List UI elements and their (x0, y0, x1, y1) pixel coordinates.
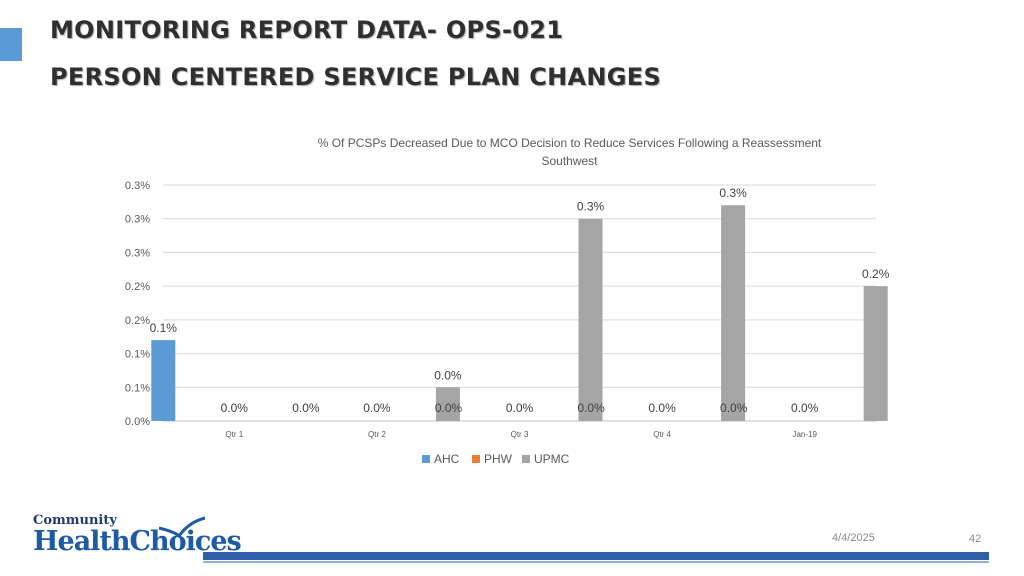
footer-bar-thin (203, 561, 989, 563)
data-label: 0.0% (577, 401, 605, 415)
chart-title: % Of PCSPs Decreased Due to MCO Decision… (318, 136, 822, 150)
footer-date: 4/4/2025 (832, 532, 875, 544)
data-label: 0.0% (434, 368, 462, 382)
y-tick-label: 0.1% (125, 382, 150, 394)
y-tick-label: 0.1% (125, 349, 150, 361)
bar-upmc (435, 387, 460, 421)
x-tick-label: Jan-19 (792, 430, 817, 439)
data-label: 0.1% (150, 321, 178, 335)
bar-upmc (578, 218, 603, 421)
data-label: 0.0% (292, 401, 320, 415)
data-label: 0.0% (435, 401, 463, 415)
data-label: 0.0% (648, 401, 676, 415)
data-label: 0.0% (791, 401, 819, 415)
page-number: 42 (969, 533, 982, 545)
data-label: 0.3% (719, 186, 747, 200)
data-label: 0.3% (577, 200, 605, 214)
legend-swatch-phw (472, 455, 480, 463)
y-tick-label: 0.2% (125, 315, 150, 327)
legend-label-upmc: UPMC (534, 452, 570, 466)
logo-check-icon (158, 516, 206, 538)
x-tick-label: Qtr 3 (511, 430, 529, 439)
x-tick-label: Qtr 1 (225, 430, 243, 439)
x-tick-label: Qtr 4 (653, 430, 671, 439)
y-tick-label: 0.3% (125, 214, 150, 226)
bar-ahc (151, 340, 176, 421)
legend-label-ahc: AHC (434, 452, 460, 466)
y-tick-label: 0.2% (125, 281, 150, 293)
y-tick-label: 0.3% (125, 180, 150, 192)
data-label: 0.0% (720, 401, 748, 415)
bar-upmc (721, 205, 746, 421)
data-label: 0.0% (363, 401, 391, 415)
legend-swatch-ahc (422, 455, 430, 463)
bar-upmc (863, 286, 888, 421)
slide-title: MONITORING REPORT DATA- OPS-021 (50, 16, 564, 44)
logo-line2: HealthChoices (33, 526, 242, 557)
x-tick-label: Qtr 2 (368, 430, 386, 439)
logo-line1: Community (33, 513, 117, 528)
slide-subtitle: PERSON CENTERED SERVICE PLAN CHANGES (50, 63, 662, 91)
footer-bar (203, 552, 989, 560)
y-tick-label: 0.3% (125, 247, 150, 259)
y-tick-label: 0.0% (125, 416, 150, 428)
community-healthchoices-logo: Community HealthChoices (33, 513, 242, 557)
title-accent-square (0, 28, 22, 61)
legend-label-phw: PHW (484, 452, 513, 466)
data-label: 0.0% (221, 401, 249, 415)
data-label: 0.0% (506, 401, 534, 415)
legend-swatch-upmc (522, 455, 530, 463)
data-label: 0.2% (862, 267, 890, 281)
chart-subtitle: Southwest (541, 154, 598, 168)
